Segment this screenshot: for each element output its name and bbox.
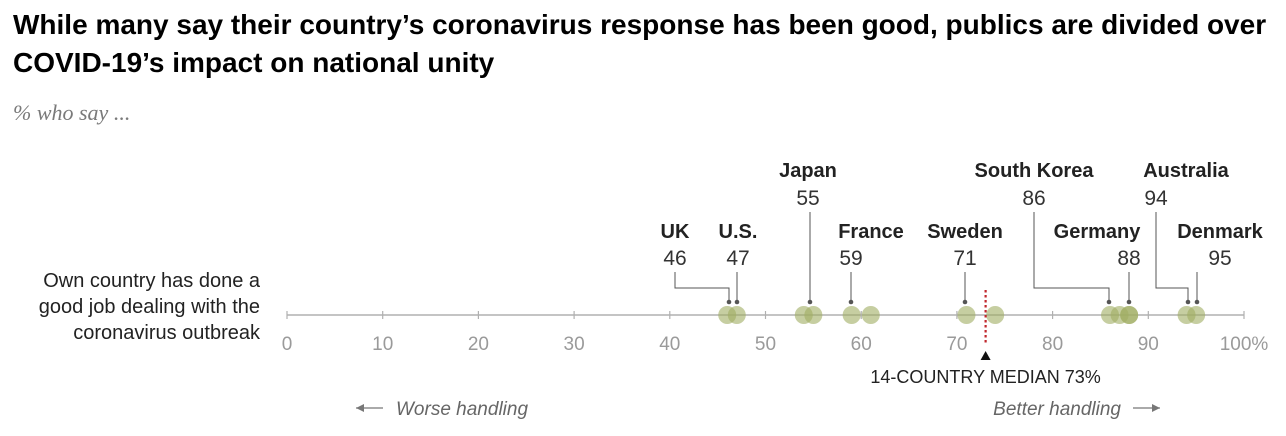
country-label: South Korea <box>975 160 1095 182</box>
x-tick-label: 70 <box>946 334 967 355</box>
better-arrow-head <box>1152 404 1160 412</box>
data-point <box>1120 306 1139 324</box>
data-point <box>727 306 746 324</box>
row-label: Own country has done a good job dealing … <box>0 268 260 346</box>
value-label: 47 <box>726 247 749 270</box>
x-tick-label: 60 <box>851 334 872 355</box>
leader-dot <box>962 299 968 305</box>
x-tick-label: 80 <box>1042 334 1063 355</box>
data-point <box>1187 306 1206 324</box>
leader-dot <box>848 299 854 305</box>
value-label: 46 <box>663 247 686 270</box>
leader-dot <box>726 299 732 305</box>
data-point <box>861 306 880 324</box>
chart-title: While many say their country’s coronavir… <box>13 9 1267 78</box>
data-point <box>957 306 976 324</box>
country-label: France <box>838 221 904 243</box>
value-label: 88 <box>1117 247 1140 270</box>
leader-dot <box>1194 299 1200 305</box>
chart-subtitle: % who say ... <box>13 100 131 125</box>
leader-line <box>1155 212 1189 302</box>
value-label: 71 <box>953 247 976 270</box>
x-tick-label: 50 <box>755 334 776 355</box>
leader-dot <box>1185 299 1191 305</box>
better-handling-label: Better handling <box>993 399 1121 420</box>
leader-dot <box>807 299 813 305</box>
row-label-line-3: coronavirus outbreak <box>73 322 260 344</box>
leader-line <box>674 272 730 302</box>
x-tick-label: 100% <box>1220 334 1269 355</box>
x-tick-label: 0 <box>282 334 293 355</box>
value-label: 94 <box>1144 187 1168 210</box>
country-label: Australia <box>1143 160 1229 182</box>
x-tick-label: 30 <box>564 334 585 355</box>
median-marker <box>980 351 991 360</box>
country-label: UK <box>661 221 690 243</box>
row-label-line-1: Own country has done a <box>43 270 260 292</box>
data-point <box>842 306 861 324</box>
value-label: 95 <box>1208 247 1231 270</box>
leader-line <box>1033 212 1110 302</box>
x-tick-label: 90 <box>1138 334 1159 355</box>
leader-dot <box>1106 299 1112 305</box>
median-label: 14-COUNTRY MEDIAN 73% <box>870 367 1100 387</box>
row-label-line-2: good job dealing with the <box>38 296 260 318</box>
country-label: U.S. <box>719 221 758 243</box>
x-tick-label: 20 <box>468 334 489 355</box>
value-label: 59 <box>839 247 862 270</box>
country-label: Sweden <box>927 221 1003 243</box>
data-point <box>804 306 823 324</box>
worse-arrow-head <box>356 404 364 412</box>
leader-dot <box>734 299 740 305</box>
x-tick-label: 40 <box>659 334 680 355</box>
data-point <box>986 306 1005 324</box>
value-label: 86 <box>1022 187 1045 210</box>
country-label: Germany <box>1054 221 1142 243</box>
leader-dot <box>1126 299 1132 305</box>
country-label: Denmark <box>1177 221 1263 243</box>
x-tick-label: 10 <box>372 334 393 355</box>
value-label: 55 <box>796 187 819 210</box>
country-label: Japan <box>779 160 837 182</box>
worse-handling-label: Worse handling <box>396 399 528 420</box>
